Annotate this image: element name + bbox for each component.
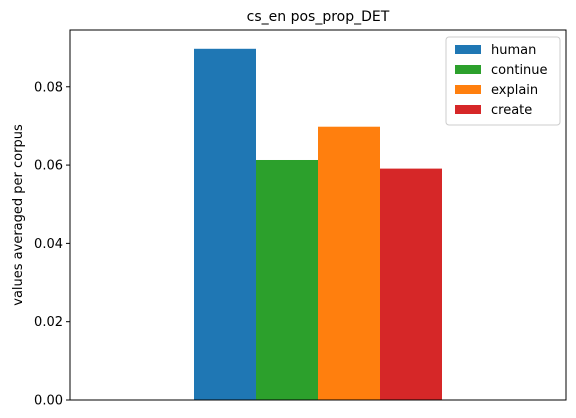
y-tick-label: 0.04 xyxy=(34,237,63,252)
y-tick-label: 0.06 xyxy=(34,159,63,174)
legend-label-explain: explain xyxy=(491,83,538,98)
bars-group xyxy=(194,48,442,401)
chart-title: cs_en pos_prop_DET xyxy=(247,9,390,25)
legend-label-create: create xyxy=(491,103,532,118)
bar-human xyxy=(194,48,256,401)
legend-label-continue: continue xyxy=(491,63,548,78)
legend: human continue explain create xyxy=(445,36,561,126)
y-tick-label: 0.00 xyxy=(34,394,63,409)
plot-frame xyxy=(69,29,567,401)
legend-swatch-continue xyxy=(455,65,481,74)
bar-explain xyxy=(318,126,380,401)
legend-swatch-explain xyxy=(455,85,481,94)
bar-create xyxy=(380,168,442,400)
legend-box xyxy=(445,36,561,126)
y-tick-label: 0.02 xyxy=(34,315,63,330)
bar-continue xyxy=(256,159,318,400)
legend-swatch-create xyxy=(455,105,481,114)
y-tick-label: 0.08 xyxy=(34,80,63,95)
y-axis-label: values averaged per corpus xyxy=(11,124,26,306)
legend-swatch-human xyxy=(455,45,481,54)
y-axis: 0.00 0.02 0.04 0.06 0.08 xyxy=(34,80,70,409)
legend-label-human: human xyxy=(491,43,536,58)
